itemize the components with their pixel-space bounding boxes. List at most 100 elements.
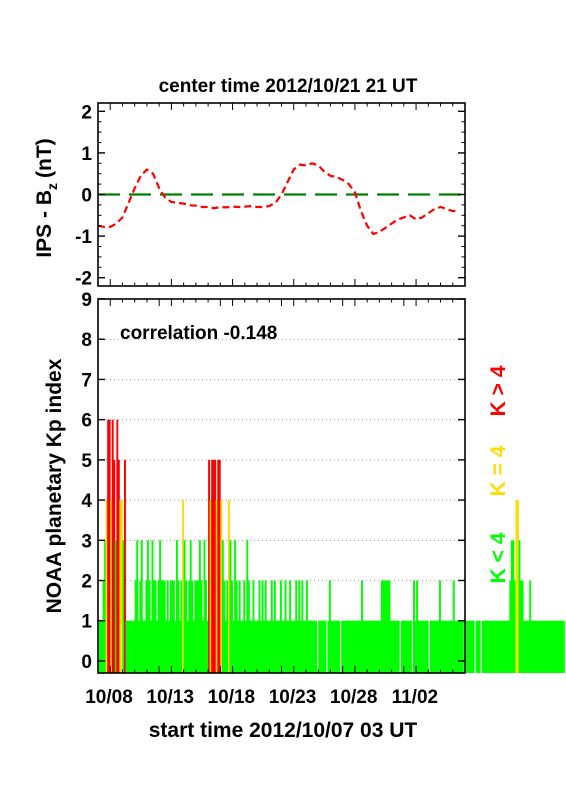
kp-bar <box>373 620 376 673</box>
kp-ytick-label: 4 <box>81 491 92 512</box>
kp-bar <box>553 620 556 673</box>
kp-bar <box>417 620 420 673</box>
kp-bar <box>260 620 263 673</box>
kp-bar <box>486 620 489 673</box>
kp-bar <box>98 620 100 673</box>
kp-bar <box>192 620 195 673</box>
kp-bar <box>273 580 276 673</box>
kp-bar <box>301 580 304 673</box>
kp-bar <box>344 620 347 673</box>
kp-bar <box>516 500 519 673</box>
kp-bar <box>371 620 374 673</box>
kp-ytick-label: 7 <box>81 370 92 391</box>
kp-bar <box>133 620 136 673</box>
kp-bar <box>558 620 561 673</box>
kp-bar <box>532 620 535 673</box>
kp-bar <box>205 580 207 673</box>
kp-bar <box>484 620 487 673</box>
kp-bar <box>388 580 391 673</box>
kp-bar <box>104 540 107 673</box>
kp-bar <box>119 500 122 673</box>
kp-bar <box>452 580 455 673</box>
kp-bar <box>246 540 249 673</box>
kp-bar <box>229 540 232 673</box>
kp-bar <box>250 620 253 673</box>
kp-bar <box>497 620 500 673</box>
kp-bar <box>160 580 163 673</box>
kp-bar <box>212 459 215 673</box>
kp-bar <box>434 620 437 673</box>
kp-bar <box>445 620 448 673</box>
kp-bar <box>330 620 333 673</box>
kp-bar <box>523 620 526 673</box>
kp-bar <box>526 620 529 673</box>
kp-bar <box>397 620 400 673</box>
kp-bar <box>305 580 308 673</box>
kp-bar <box>402 620 405 673</box>
kp-bar <box>168 620 171 673</box>
kp-bar <box>185 580 188 673</box>
kp-bar <box>416 580 418 673</box>
kp-ytick-label: 2 <box>81 572 92 593</box>
kp-bar <box>544 620 547 673</box>
kp-bar <box>313 620 316 673</box>
kp-bar <box>221 540 224 673</box>
bz-ytick-label: -2 <box>75 269 92 290</box>
kp-bar <box>406 620 409 673</box>
kp-bar <box>449 620 452 673</box>
kp-bar <box>422 620 425 673</box>
kp-bar <box>364 620 366 673</box>
kp-bar <box>310 620 313 673</box>
kp-bar <box>408 620 411 673</box>
kp-bar <box>509 580 512 673</box>
kp-bar <box>231 580 233 673</box>
chart-title: center time 2012/10/21 21 UT <box>159 76 418 97</box>
kp-bar <box>102 580 105 673</box>
kp-bar <box>520 580 522 673</box>
kp-bar <box>437 620 440 673</box>
kp-bar <box>257 620 259 673</box>
kp-bar <box>272 620 275 673</box>
kp-bar <box>136 540 139 673</box>
kp-bar <box>186 620 189 673</box>
kp-bar <box>125 620 128 673</box>
kp-bar <box>354 620 357 673</box>
kp-bar <box>513 580 516 673</box>
bz-y-label-sub: z <box>44 183 60 190</box>
bz-plot-frame <box>97 102 466 287</box>
kp-bar <box>382 580 385 673</box>
kp-bar <box>347 620 350 673</box>
kp-bar <box>413 580 415 673</box>
kp-bar <box>561 620 564 673</box>
kp-bar <box>101 620 103 673</box>
kp-bar <box>341 620 344 673</box>
kp-bar <box>510 540 513 673</box>
kp-bar <box>478 620 481 673</box>
kp-bar <box>400 620 403 673</box>
kp-y-ticks: 9 8 7 6 5 4 3 2 1 0 <box>81 290 465 673</box>
kp-bar <box>157 580 160 673</box>
kp-bar <box>290 620 293 673</box>
kp-bar <box>552 620 555 673</box>
kp-bar <box>368 620 371 673</box>
kp-bar <box>142 620 145 673</box>
kp-bar <box>198 540 201 673</box>
kp-bar <box>188 580 191 673</box>
legend-entry: K < 4 <box>487 532 510 583</box>
kp-bar <box>500 620 503 673</box>
kp-ytick-label: 9 <box>81 290 92 311</box>
kp-bar <box>267 620 270 673</box>
kp-bar <box>342 620 345 673</box>
kp-bar <box>261 580 264 673</box>
kp-bar <box>140 540 143 673</box>
kp-bar <box>171 580 174 673</box>
kp-bar <box>154 580 157 673</box>
kp-bar <box>541 620 544 673</box>
kp-bar <box>149 620 152 673</box>
kp-bar <box>122 540 125 673</box>
kp-bar <box>264 580 267 673</box>
kp-bar <box>278 620 281 673</box>
kp-bar <box>350 620 353 673</box>
kp-bar <box>477 620 480 673</box>
